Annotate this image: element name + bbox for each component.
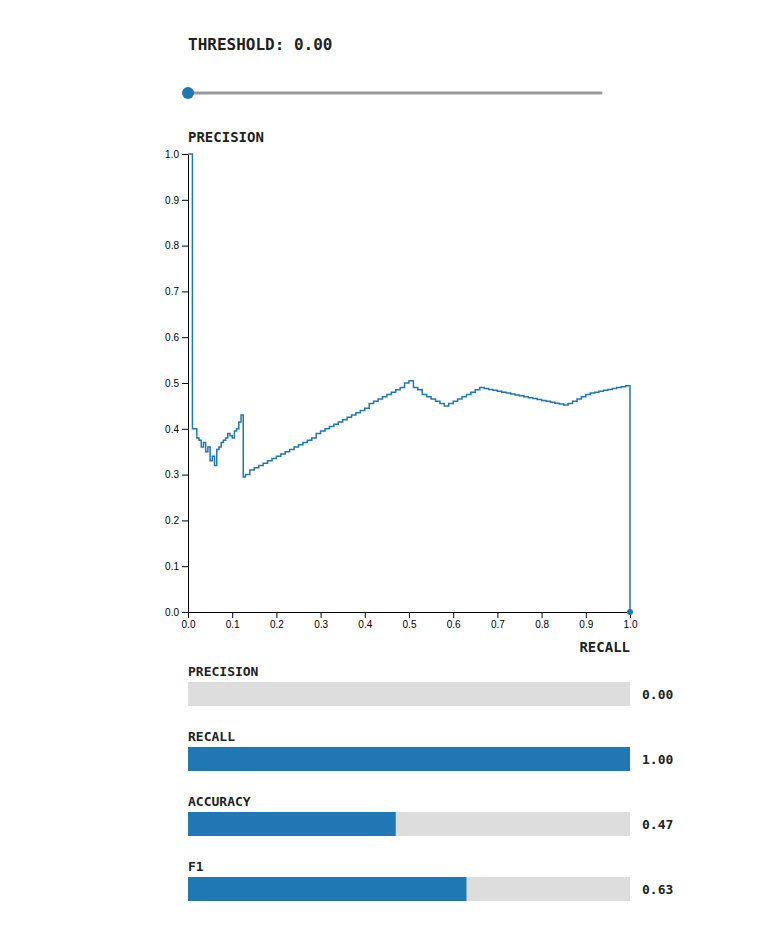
- tick-mark: [182, 246, 188, 247]
- tick-mark: [182, 520, 188, 521]
- tick: 0.8: [535, 612, 549, 630]
- tick-label: 0.0: [165, 607, 179, 618]
- tick-label: 1.0: [165, 149, 179, 160]
- tick-label: 0.9: [579, 619, 593, 630]
- title: THRESHOLD: 0.00: [188, 35, 333, 54]
- tick: 0.0: [182, 612, 196, 630]
- tick-mark: [182, 566, 188, 567]
- tick-mark: [365, 612, 366, 618]
- tick-mark: [182, 475, 188, 476]
- tick-mark: [182, 154, 188, 155]
- data-label: 1.00: [642, 752, 673, 767]
- bar-track: [188, 877, 630, 901]
- tick: 1.0: [165, 149, 188, 160]
- category-label: F1: [188, 859, 204, 874]
- tick: 0.0: [165, 607, 188, 618]
- tick-label: 0.1: [226, 619, 240, 630]
- tick-mark: [182, 612, 188, 613]
- tick-label: 0.7: [491, 619, 505, 630]
- tick-mark: [453, 612, 454, 618]
- bar: [188, 812, 396, 836]
- tick-mark: [586, 612, 587, 618]
- category-label: PRECISION: [188, 664, 259, 679]
- tick-label: 0.3: [165, 469, 179, 480]
- y-axis-title: PRECISION: [188, 129, 264, 145]
- tick-label: 0.6: [165, 332, 179, 343]
- tick-mark: [182, 383, 188, 384]
- tick-label: 0.5: [403, 619, 417, 630]
- plot-area: [188, 154, 633, 615]
- tick: 0.8: [165, 240, 188, 251]
- bar-track: [188, 747, 630, 771]
- tick: 0.1: [226, 612, 240, 630]
- tick-mark: [321, 612, 322, 618]
- tick: 0.9: [165, 195, 188, 206]
- axis-line: [189, 613, 631, 619]
- tick-label: 0.8: [165, 240, 179, 251]
- tick: 0.4: [165, 424, 188, 435]
- pr-line: [188, 154, 630, 612]
- tick-mark: [497, 612, 498, 618]
- tick-label: 0.6: [447, 619, 461, 630]
- tick-label: 0.1: [165, 561, 179, 572]
- tick-label: 0.4: [165, 424, 179, 435]
- slider: [182, 87, 601, 99]
- tick: 0.9: [579, 612, 593, 630]
- tick-mark: [182, 291, 188, 292]
- x-axis: 0.0 0.1 0.2 0.3 0.4 0.5 0.6 0.7 0.8 0.9 1.0: [182, 612, 638, 630]
- tick: 0.6: [447, 612, 461, 630]
- end-point: [627, 609, 633, 615]
- tick-mark: [182, 429, 188, 430]
- data-label: 0.47: [642, 817, 673, 832]
- tick: 0.5: [165, 378, 188, 389]
- y-axis: 0.0 0.1 0.2 0.3 0.4 0.5 0.6 0.7 0.8 0.9 1.0: [165, 149, 188, 618]
- tick: 0.7: [165, 286, 188, 297]
- tick-label: 0.4: [358, 619, 372, 630]
- tick-mark: [182, 200, 188, 201]
- tick: 0.2: [165, 515, 188, 526]
- category-label: ACCURACY: [188, 794, 251, 809]
- tick: 0.2: [270, 612, 284, 630]
- data-label: 0.63: [642, 882, 673, 897]
- tick: 0.3: [165, 469, 188, 480]
- bar: [188, 747, 630, 771]
- tick-label: 0.5: [165, 378, 179, 389]
- tick-label: 0.3: [314, 619, 328, 630]
- tick-mark: [409, 612, 410, 618]
- bar-track: [188, 812, 630, 836]
- category-label: RECALL: [188, 729, 235, 744]
- tick: 0.7: [491, 612, 505, 630]
- tick-label: 0.8: [535, 619, 549, 630]
- slider-track: [188, 92, 601, 95]
- tick-mark: [232, 612, 233, 618]
- tick-mark: [182, 337, 188, 338]
- tick-mark: [542, 612, 543, 618]
- bar-texts: PRECISION 0.00 RECALL 1.00 ACCURACY 0.47 F1 0.6…: [188, 664, 673, 897]
- tick-label: 1.0: [624, 619, 638, 630]
- slider-handle: [182, 87, 194, 99]
- tick-label: 0.0: [182, 619, 196, 630]
- bar-track: [188, 682, 630, 706]
- chart-root: THRESHOLD: 0.000.00.10.20.30.40.50.60.70…: [0, 0, 766, 934]
- tick-label: 0.2: [165, 515, 179, 526]
- bars-area: [188, 682, 630, 901]
- tick: 0.3: [314, 612, 328, 630]
- tick: 0.1: [165, 561, 188, 572]
- data-label: 0.00: [642, 687, 673, 702]
- tick-mark: [276, 612, 277, 618]
- bar: [188, 682, 189, 706]
- tick: 0.6: [165, 332, 188, 343]
- tick: 0.4: [358, 612, 372, 630]
- x-axis-title: RECALL: [579, 639, 630, 655]
- tick-label: 0.7: [165, 286, 179, 297]
- tick: 0.5: [403, 612, 417, 630]
- tick-label: 0.9: [165, 195, 179, 206]
- tick-label: 0.2: [270, 619, 284, 630]
- bar: [188, 877, 466, 901]
- axis-line: [182, 155, 189, 613]
